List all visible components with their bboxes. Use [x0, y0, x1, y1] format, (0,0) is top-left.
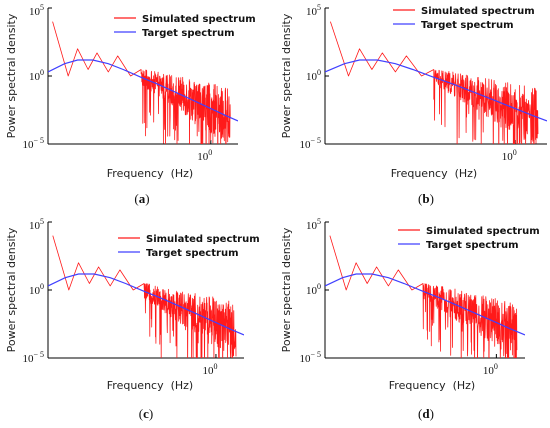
y-axis-label: Power spectral density: [280, 227, 293, 352]
caption-open-paren: (: [418, 406, 422, 421]
legend-label-target: Target spectrum: [421, 20, 514, 31]
y-tick-base: 10: [29, 6, 41, 18]
y-tick-label: 105: [29, 3, 44, 18]
x-tick-base: 10: [202, 365, 214, 377]
legend-label-target: Target spectrum: [426, 240, 519, 251]
caption-letter: c: [143, 406, 149, 421]
y-axis-label: Power spectral density: [280, 13, 293, 138]
y-tick-label: 100: [306, 282, 321, 297]
y-tick-exponent: 5: [317, 3, 321, 12]
legend-label-target: Target spectrum: [146, 248, 239, 259]
y-tick-base: 10: [306, 71, 318, 83]
target-spectrum-line: [48, 273, 244, 336]
x-tick-base: 10: [502, 151, 514, 163]
caption-letter: a: [139, 191, 146, 206]
x-tick-exponent: 0: [513, 148, 517, 157]
y-tick-exponent: 5: [40, 217, 44, 226]
y-tick-base: 10: [306, 220, 318, 232]
target-spectrum-line: [325, 59, 547, 122]
y-tick-base: 10: [29, 220, 41, 232]
y-tick-exponent: − 5: [33, 350, 44, 359]
y-tick-exponent: − 5: [310, 350, 321, 359]
panel-caption: (a): [134, 191, 149, 206]
legend-label-target: Target spectrum: [142, 28, 235, 39]
x-tick-exponent: 0: [494, 362, 498, 371]
y-tick-base: 10: [29, 285, 41, 297]
plot-area: [48, 21, 238, 144]
simulated-spectrum-line: [330, 21, 539, 144]
caption-open-paren: (: [418, 191, 422, 206]
y-tick-label: 105: [306, 217, 321, 232]
y-axis-label: Power spectral density: [5, 227, 18, 352]
plot-area: [325, 235, 525, 358]
caption-close-paren: ): [430, 406, 434, 421]
y-tick-label: 105: [29, 217, 44, 232]
legend-label-simulated: Simulated spectrum: [146, 234, 260, 245]
y-tick-label: 100: [306, 68, 321, 83]
target-spectrum-line: [325, 273, 525, 336]
y-tick-exponent: − 5: [310, 136, 321, 145]
x-tick-label: 100: [197, 148, 212, 163]
x-axis-label: Frequency (Hz): [391, 167, 477, 180]
y-tick-base: 10: [306, 285, 318, 297]
y-tick-label: 10− 5: [22, 350, 44, 365]
caption-letter: b: [422, 191, 429, 206]
legend-label-simulated: Simulated spectrum: [426, 226, 540, 237]
y-tick-label: 100: [29, 68, 44, 83]
y-tick-label: 10− 5: [299, 350, 321, 365]
y-tick-exponent: 5: [40, 3, 44, 12]
y-tick-label: 105: [306, 3, 321, 18]
y-tick-base: 10: [299, 139, 311, 151]
caption-close-paren: ): [145, 191, 149, 206]
x-tick-exponent: 0: [213, 362, 217, 371]
y-tick-exponent: − 5: [33, 136, 44, 145]
y-tick-exponent: 5: [317, 217, 321, 226]
simulated-spectrum-line: [52, 235, 237, 358]
y-tick-label: 10− 5: [22, 136, 44, 151]
y-tick-base: 10: [306, 6, 318, 18]
x-tick-label: 100: [202, 362, 217, 377]
caption-open-paren: (: [134, 191, 138, 206]
y-tick-exponent: 0: [40, 68, 44, 77]
caption-close-paren: ): [430, 191, 434, 206]
y-tick-exponent: 0: [317, 282, 321, 291]
caption-close-paren: ): [149, 406, 153, 421]
x-tick-base: 10: [197, 151, 209, 163]
target-spectrum-line: [48, 59, 238, 122]
legend: Simulated spectrum Target spectrum: [118, 234, 260, 259]
panel-caption: (b): [418, 191, 434, 206]
y-axis-label: Power spectral density: [5, 13, 18, 138]
legend-label-simulated: Simulated spectrum: [142, 14, 256, 25]
legend-label-simulated: Simulated spectrum: [421, 6, 535, 17]
x-tick-label: 100: [483, 362, 498, 377]
y-tick-exponent: 0: [40, 282, 44, 291]
plot-area: [325, 21, 547, 144]
y-tick-base: 10: [22, 139, 34, 151]
plot-area: [48, 235, 244, 358]
y-tick-label: 10− 5: [299, 136, 321, 151]
y-tick-base: 10: [22, 353, 34, 365]
panel-caption: (d): [418, 406, 434, 421]
y-tick-base: 10: [29, 71, 41, 83]
y-tick-base: 10: [299, 353, 311, 365]
panel-caption: (c): [139, 406, 153, 421]
y-tick-exponent: 0: [317, 68, 321, 77]
x-tick-base: 10: [483, 365, 495, 377]
y-tick-label: 100: [29, 282, 44, 297]
x-tick-exponent: 0: [208, 148, 212, 157]
legend: Simulated spectrum Target spectrum: [114, 14, 256, 39]
legend: Simulated spectrum Target spectrum: [393, 6, 535, 31]
x-axis-label: Frequency (Hz): [107, 379, 193, 392]
caption-letter: d: [422, 406, 430, 421]
x-axis-label: Frequency (Hz): [389, 379, 475, 392]
legend: Simulated spectrum Target spectrum: [398, 226, 540, 251]
x-axis-label: Frequency (Hz): [107, 167, 193, 180]
caption-open-paren: (: [139, 406, 143, 421]
x-tick-label: 100: [502, 148, 517, 163]
